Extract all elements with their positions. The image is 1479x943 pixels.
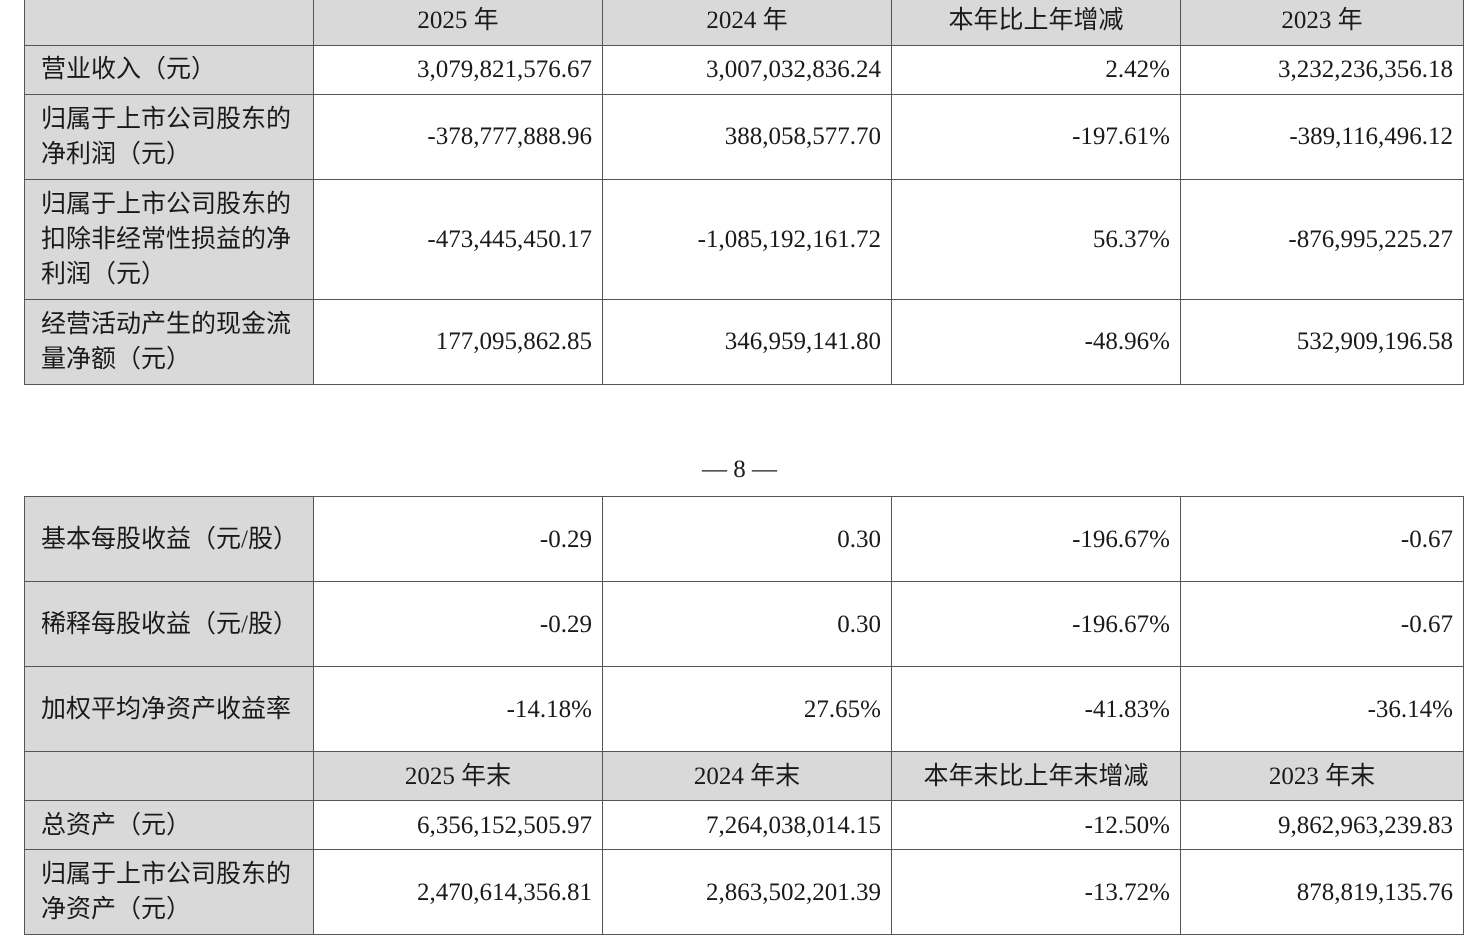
row-label: 基本每股收益（元/股） xyxy=(24,496,314,582)
cell-value: -196.67% xyxy=(891,581,1181,667)
header-cell-2024: 2024 年 xyxy=(602,0,892,46)
cell-value: -473,445,450.17 xyxy=(313,178,603,300)
cell-value: 0.30 xyxy=(602,581,892,667)
cell-value: -1,085,192,161.72 xyxy=(602,178,892,300)
cell-value: 7,264,038,014.15 xyxy=(602,800,892,850)
table-header-row: 2025 年末 2024 年末 本年末比上年末增减 2023 年末 xyxy=(24,751,1464,801)
cell-value: -0.67 xyxy=(1180,581,1464,667)
table-row: 营业收入（元） 3,079,821,576.67 3,007,032,836.2… xyxy=(24,44,1464,95)
cell-value: 3,079,821,576.67 xyxy=(313,44,603,95)
table-row: 稀释每股收益（元/股） -0.29 0.30 -196.67% -0.67 xyxy=(24,581,1464,667)
cell-value: 3,007,032,836.24 xyxy=(602,44,892,95)
row-label: 归属于上市公司股东的净利润（元） xyxy=(24,93,314,180)
cell-value: 9,862,963,239.83 xyxy=(1180,800,1464,850)
cell-value: -389,116,496.12 xyxy=(1180,93,1464,180)
cell-value: -48.96% xyxy=(891,298,1181,385)
cell-value: 0.30 xyxy=(602,496,892,582)
cell-value: -0.29 xyxy=(313,496,603,582)
header-cell-change: 本年比上年增减 xyxy=(891,0,1181,46)
cell-value: 346,959,141.80 xyxy=(602,298,892,385)
cell-value: 27.65% xyxy=(602,666,892,752)
cell-value: -36.14% xyxy=(1180,666,1464,752)
cell-value: 3,232,236,356.18 xyxy=(1180,44,1464,95)
row-label: 加权平均净资产收益率 xyxy=(24,666,314,752)
header-cell-2023-end: 2023 年末 xyxy=(1180,751,1464,801)
cell-value: 2,470,614,356.81 xyxy=(313,849,603,935)
table-row: 归属于上市公司股东的净资产（元） 2,470,614,356.81 2,863,… xyxy=(24,849,1464,935)
cell-value: 56.37% xyxy=(891,178,1181,300)
cell-value: -378,777,888.96 xyxy=(313,93,603,180)
table-row: 归属于上市公司股东的扣除非经常性损益的净利润（元） -473,445,450.1… xyxy=(24,178,1464,300)
header-cell-empty xyxy=(24,751,314,801)
cell-value: 6,356,152,505.97 xyxy=(313,800,603,850)
row-label: 营业收入（元） xyxy=(24,44,314,95)
cell-value: 878,819,135.76 xyxy=(1180,849,1464,935)
header-cell-change-end: 本年末比上年末增减 xyxy=(891,751,1181,801)
row-label: 经营活动产生的现金流量净额（元） xyxy=(24,298,314,385)
cell-value: 388,058,577.70 xyxy=(602,93,892,180)
row-label: 归属于上市公司股东的净资产（元） xyxy=(24,849,314,935)
table-row: 经营活动产生的现金流量净额（元） 177,095,862.85 346,959,… xyxy=(24,298,1464,385)
table-row: 归属于上市公司股东的净利润（元） -378,777,888.96 388,058… xyxy=(24,93,1464,180)
header-cell-2025-end: 2025 年末 xyxy=(313,751,603,801)
cell-value: 2,863,502,201.39 xyxy=(602,849,892,935)
cell-value: 2.42% xyxy=(891,44,1181,95)
cell-value: 532,909,196.58 xyxy=(1180,298,1464,385)
table-row: 总资产（元） 6,356,152,505.97 7,264,038,014.15… xyxy=(24,800,1464,850)
financial-summary-table-bottom: 基本每股收益（元/股） -0.29 0.30 -196.67% -0.67 稀释… xyxy=(24,496,1464,935)
cell-value: -13.72% xyxy=(891,849,1181,935)
cell-value: -197.61% xyxy=(891,93,1181,180)
table-header-row: 2025 年 2024 年 本年比上年增减 2023 年 xyxy=(24,0,1464,46)
header-cell-2024-end: 2024 年末 xyxy=(602,751,892,801)
page-number: — 8 — xyxy=(702,456,777,483)
table-row: 基本每股收益（元/股） -0.29 0.30 -196.67% -0.67 xyxy=(24,496,1464,582)
header-cell-2023: 2023 年 xyxy=(1180,0,1464,46)
cell-value: -12.50% xyxy=(891,800,1181,850)
row-label: 稀释每股收益（元/股） xyxy=(24,581,314,667)
financial-summary-table-top: 2025 年 2024 年 本年比上年增减 2023 年 营业收入（元） 3,0… xyxy=(24,0,1464,385)
cell-value: -876,995,225.27 xyxy=(1180,178,1464,300)
header-cell-empty xyxy=(24,0,314,46)
cell-value: 177,095,862.85 xyxy=(313,298,603,385)
row-label: 归属于上市公司股东的扣除非经常性损益的净利润（元） xyxy=(24,178,314,300)
cell-value: -0.67 xyxy=(1180,496,1464,582)
table-row: 加权平均净资产收益率 -14.18% 27.65% -41.83% -36.14… xyxy=(24,666,1464,752)
cell-value: -0.29 xyxy=(313,581,603,667)
cell-value: -41.83% xyxy=(891,666,1181,752)
header-cell-2025: 2025 年 xyxy=(313,0,603,46)
row-label: 总资产（元） xyxy=(24,800,314,850)
cell-value: -196.67% xyxy=(891,496,1181,582)
cell-value: -14.18% xyxy=(313,666,603,752)
